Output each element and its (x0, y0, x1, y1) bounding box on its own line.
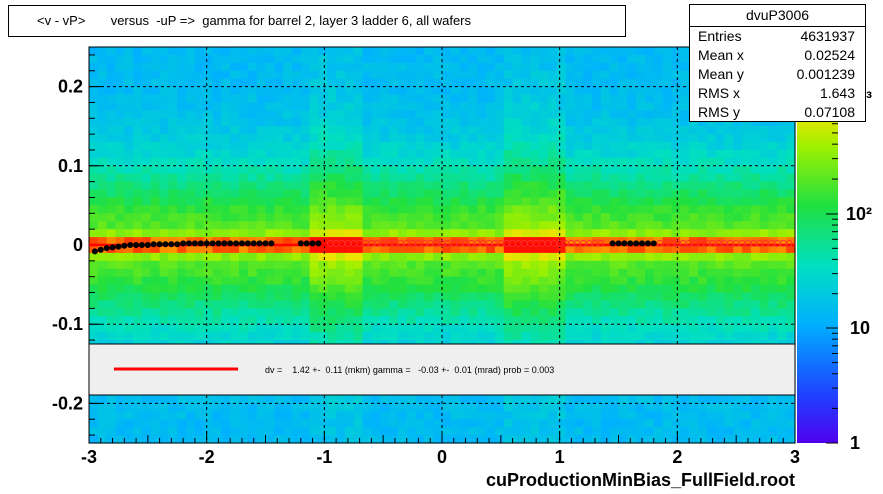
stats-row-rms-x: RMS x 1.643 (690, 84, 865, 103)
profile-point-black (227, 240, 234, 247)
stats-box: dvuP3006 Entries 4631937 Mean x 0.02524 … (689, 4, 866, 122)
stats-row-entries: Entries 4631937 (690, 27, 865, 46)
profile-point-black (627, 240, 634, 247)
x-tick-label: 1 (555, 447, 565, 467)
y-tick-label: 0.2 (58, 77, 83, 97)
stats-label: Mean x (698, 47, 744, 63)
stats-value: 0.07108 (804, 104, 855, 120)
profile-point-black (162, 241, 169, 248)
y-tick-label: -0.2 (52, 393, 83, 413)
profile-point-black (156, 241, 163, 248)
profile-point-black (150, 241, 157, 248)
profile-point-black (315, 240, 322, 247)
profile-point-black (309, 240, 316, 247)
profile-point-black (197, 240, 204, 247)
profile-point-black (633, 240, 640, 247)
profile-point-black (209, 240, 216, 247)
profile-point-black (303, 240, 310, 247)
profile-point-black (168, 241, 175, 248)
stats-value: 0.02524 (804, 47, 855, 63)
profile-point-black (621, 240, 628, 247)
x-tick-label: 2 (672, 447, 682, 467)
y-tick-label: -0.1 (52, 314, 83, 334)
profile-point-red (785, 239, 793, 247)
stats-row-mean-y: Mean y 0.001239 (690, 65, 865, 84)
z-tick-label: 1 (850, 433, 860, 453)
y-tick-label: 0 (73, 235, 83, 255)
profile-point-black (186, 240, 193, 247)
profile-point-black (644, 240, 651, 247)
profile-point-black (215, 240, 222, 247)
stats-row-mean-x: Mean x 0.02524 (690, 46, 865, 65)
profile-point-black (138, 242, 145, 248)
profile-point-black (650, 240, 657, 247)
y-axis: 0.2 0.1 0 -0.1 -0.2 (52, 54, 101, 436)
z-tick-label: 10 (850, 318, 870, 338)
stats-name: dvuP3006 (690, 5, 865, 27)
profile-point-black (127, 242, 134, 248)
chart-title: <v - vP> versus -uP => gamma for barrel … (8, 5, 626, 37)
footer-filename: cuProductionMinBias_FullField.root (486, 470, 796, 490)
stats-label: Mean y (698, 66, 744, 82)
profile-point-black (144, 242, 151, 248)
stats-label: RMS y (698, 104, 740, 120)
profile-point-black (203, 240, 210, 247)
fit-legend: dv = 1.42 +- 0.11 (mkm) gamma = -0.03 +-… (88, 343, 796, 396)
stats-row-rms-y: RMS y 0.07108 (690, 103, 865, 122)
profile-point-black (180, 240, 187, 247)
profile-point-black (297, 240, 304, 247)
stats-label: Entries (698, 28, 742, 44)
profile-point-black (97, 246, 104, 253)
profile-point-black (221, 240, 228, 247)
x-tick-label: -1 (316, 447, 332, 467)
z-tick-label: 10² (846, 204, 872, 224)
profile-point-black (250, 240, 257, 247)
x-tick-label: 3 (790, 447, 800, 467)
profile-point-black (639, 240, 646, 247)
x-tick-label: -3 (81, 447, 97, 467)
profile-point-black (174, 241, 181, 248)
profile-point-black (238, 240, 245, 247)
profile-point-black (244, 240, 251, 247)
profile-point-black (103, 245, 110, 252)
stats-label: RMS x (698, 85, 740, 101)
profile-point-black (133, 242, 140, 248)
profile-point-black (262, 240, 269, 247)
profile-point-black (609, 240, 616, 247)
legend-text: dv = 1.42 +- 0.11 (mkm) gamma = -0.03 +-… (265, 365, 554, 375)
profile-point-black (121, 242, 128, 249)
stats-value: 1.643 (819, 85, 855, 101)
profile-point-black (191, 240, 198, 247)
profile-point-black (91, 248, 98, 255)
x-tick-label: 0 (437, 447, 447, 467)
profile-point-black (256, 240, 263, 247)
stats-value: 0.001239 (796, 66, 855, 82)
profile-point-black (109, 244, 116, 251)
x-tick-label: -2 (199, 447, 215, 467)
x-axis: -3 -2 -1 0 1 2 3 (81, 431, 800, 467)
profile-point-black (615, 240, 622, 247)
y-tick-label: 0.1 (58, 156, 83, 176)
profile-point-black (233, 240, 240, 247)
profile-point-red (597, 239, 605, 247)
stats-value: 4631937 (800, 28, 855, 44)
profile-markers (89, 239, 795, 255)
profile-point-black (268, 240, 275, 247)
profile-point-black (115, 243, 122, 250)
